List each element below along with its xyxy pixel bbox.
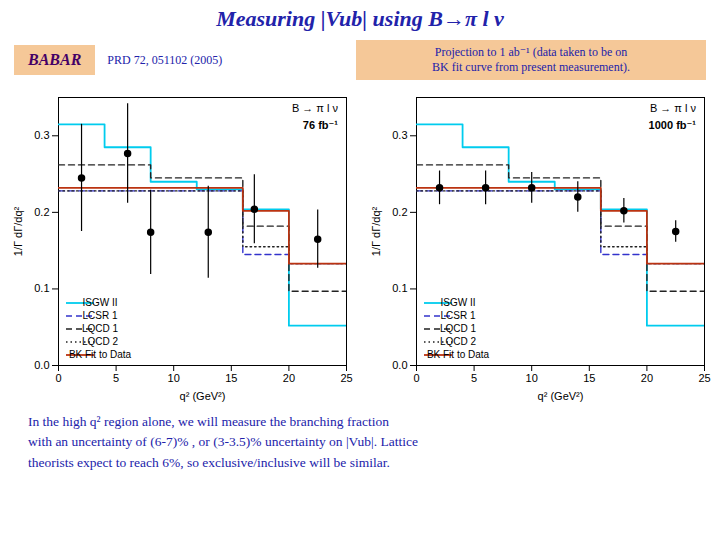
svg-text:BK Fit to Data: BK Fit to Data xyxy=(427,349,490,360)
html-text:BABAR: BABAR xyxy=(28,51,82,68)
svg-text:15: 15 xyxy=(583,372,595,384)
svg-text:1/Γ dΓ/dq²: 1/Γ dΓ/dq² xyxy=(12,206,24,256)
svg-text:10: 10 xyxy=(168,372,180,384)
html-text:Measuring |Vub| using B→π l ν: Measuring |Vub| using B→π l ν xyxy=(216,6,504,31)
svg-text:0.0: 0.0 xyxy=(392,359,407,371)
svg-text:1/Γ dΓ/dq²: 1/Γ dΓ/dq² xyxy=(370,206,382,256)
svg-text:5: 5 xyxy=(471,372,477,384)
svg-text:20: 20 xyxy=(283,372,295,384)
svg-text:q² (GeV²): q² (GeV²) xyxy=(180,390,226,402)
html-text:In the high q² region alone, w: In the high q² region alone, we will mea… xyxy=(28,414,418,470)
svg-text:0.3: 0.3 xyxy=(34,129,49,141)
svg-text:LQCD 2: LQCD 2 xyxy=(440,336,477,347)
svg-text:15: 15 xyxy=(225,372,237,384)
html-text:Projection to 1 ab⁻¹ (data tak: Projection to 1 ab⁻¹ (data taken to be o… xyxy=(432,45,630,74)
svg-text:ISGW II: ISGW II xyxy=(441,297,476,308)
svg-text:0.0: 0.0 xyxy=(34,359,49,371)
svg-text:0.2: 0.2 xyxy=(34,206,49,218)
svg-text:LQCD 1: LQCD 1 xyxy=(440,323,477,334)
svg-text:ISGW II: ISGW II xyxy=(83,297,118,308)
svg-text:BK Fit to Data: BK Fit to Data xyxy=(69,349,132,360)
svg-text:B → π l ν: B → π l ν xyxy=(292,102,339,114)
svg-text:0: 0 xyxy=(55,372,61,384)
svg-text:0.1: 0.1 xyxy=(34,282,49,294)
svg-text:LCSR 1: LCSR 1 xyxy=(82,310,117,321)
svg-text:LQCD 2: LQCD 2 xyxy=(82,336,119,347)
svg-text:0.3: 0.3 xyxy=(392,129,407,141)
svg-text:q² (GeV²): q² (GeV²) xyxy=(538,390,584,402)
svg-text:0.2: 0.2 xyxy=(392,206,407,218)
svg-text:76 fb⁻¹: 76 fb⁻¹ xyxy=(303,119,338,131)
html-text:PRD 72, 051102 (2005): PRD 72, 051102 (2005) xyxy=(107,52,223,67)
svg-text:1000 fb⁻¹: 1000 fb⁻¹ xyxy=(649,119,697,131)
svg-text:25: 25 xyxy=(698,372,710,384)
svg-text:5: 5 xyxy=(113,372,119,384)
svg-text:25: 25 xyxy=(340,372,352,384)
svg-text:10: 10 xyxy=(526,372,538,384)
svg-text:20: 20 xyxy=(641,372,653,384)
svg-text:LQCD 1: LQCD 1 xyxy=(82,323,119,334)
svg-text:0: 0 xyxy=(413,372,419,384)
svg-text:0.1: 0.1 xyxy=(392,282,407,294)
svg-text:B → π l ν: B → π l ν xyxy=(650,102,697,114)
svg-text:LCSR 1: LCSR 1 xyxy=(440,310,475,321)
